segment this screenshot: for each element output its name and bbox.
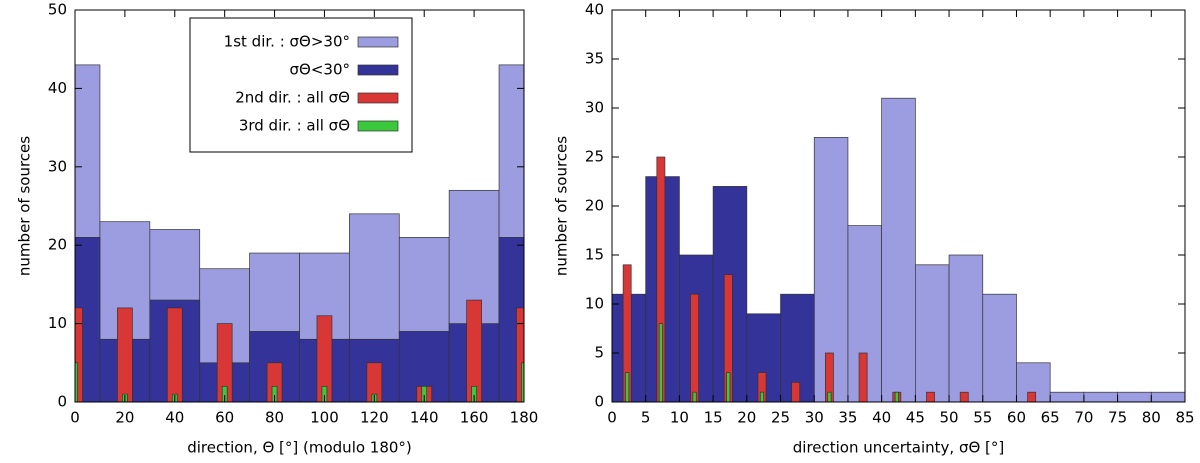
x-tick-label: 60 <box>1007 409 1026 427</box>
y-tick-label: 0 <box>57 393 67 411</box>
x-tick-label: 160 <box>460 409 489 427</box>
y-axis-label: number of sources <box>553 136 571 276</box>
legend-swatch <box>357 120 399 132</box>
bar <box>791 382 801 402</box>
y-tick-label: 5 <box>594 344 604 362</box>
bar <box>757 372 767 402</box>
x-tick-label: 20 <box>115 409 134 427</box>
bar <box>690 293 699 402</box>
x-tick-label: 30 <box>805 409 824 427</box>
plot-frame <box>74 9 525 403</box>
histogram-bar <box>881 97 916 402</box>
legend-label: σΘ<30° <box>290 61 350 79</box>
y-tick-label: 20 <box>585 197 604 215</box>
plot-area <box>612 97 1185 402</box>
bar <box>625 372 630 402</box>
x-tick-label: 0 <box>70 409 80 427</box>
plot-area <box>75 64 524 402</box>
bar <box>75 362 78 402</box>
legend: 1st dir. : σΘ>30° σΘ<30° 2nd dir. : all σΘ… <box>189 17 413 153</box>
x-tick-label: 85 <box>1175 409 1194 427</box>
x-tick-label: 180 <box>510 409 539 427</box>
x-tick-label: 55 <box>973 409 992 427</box>
y-tick-label: 35 <box>585 50 604 68</box>
x-tick-label: 50 <box>940 409 959 427</box>
legend-label: 3rd dir. : all σΘ <box>239 117 350 135</box>
histogram-bar <box>1150 391 1185 402</box>
x-tick-label: 20 <box>737 409 756 427</box>
y-tick-label: 0 <box>594 393 604 411</box>
x-tick-label: 60 <box>215 409 234 427</box>
x-tick-label: 80 <box>1142 409 1161 427</box>
bar <box>271 385 278 402</box>
x-tick-label: 80 <box>265 409 284 427</box>
bar <box>321 385 328 402</box>
histogram-bar <box>915 264 950 402</box>
histogram-bar <box>948 254 984 402</box>
histogram-bar <box>1049 391 1085 402</box>
histogram-bar <box>398 331 450 402</box>
y-tick-label: 15 <box>585 246 604 264</box>
bar <box>926 391 935 402</box>
legend-swatch <box>357 92 399 104</box>
x-tick-label: 40 <box>872 409 891 427</box>
x-tick-label: 100 <box>310 409 339 427</box>
y-tick-label: 30 <box>585 99 604 117</box>
x-tick-label: 45 <box>906 409 925 427</box>
y-tick-label: 30 <box>48 157 67 175</box>
histogram-bar <box>1083 391 1118 402</box>
x-tick-label: 0 <box>607 409 617 427</box>
bar <box>421 385 428 402</box>
bar <box>166 307 183 402</box>
bar <box>894 391 899 402</box>
x-tick-label: 70 <box>1074 409 1093 427</box>
bar <box>959 391 969 402</box>
bar <box>1027 391 1037 402</box>
y-tick-label: 10 <box>585 295 604 313</box>
y-tick-label: 40 <box>48 79 67 97</box>
bar <box>658 323 663 402</box>
bar <box>216 323 233 402</box>
bar <box>221 385 228 402</box>
bar <box>316 315 333 402</box>
legend-label: 2nd dir. : all σΘ <box>235 89 350 107</box>
x-axis-label: direction, Θ [°] (modulo 180°) <box>187 439 412 457</box>
y-axis-label: number of sources <box>16 136 34 276</box>
bar <box>471 385 477 402</box>
x-tick-label: 5 <box>641 409 651 427</box>
x-tick-label: 65 <box>1041 409 1060 427</box>
x-axis-label: direction uncertainty, σΘ [°] <box>793 439 1005 457</box>
x-tick-label: 15 <box>704 409 723 427</box>
histogram-bar <box>982 293 1017 402</box>
y-tick-label: 40 <box>585 1 604 19</box>
legend-swatch <box>357 36 399 48</box>
x-tick-label: 40 <box>165 409 184 427</box>
bar <box>656 156 666 402</box>
x-tick-label: 25 <box>771 409 790 427</box>
x-tick-label: 10 <box>670 409 689 427</box>
legend-label: 1st dir. : σΘ>30° <box>224 33 350 51</box>
bar <box>723 274 733 402</box>
x-tick-label: 35 <box>838 409 857 427</box>
x-tick-label: 75 <box>1108 409 1127 427</box>
y-tick-label: 10 <box>48 314 67 332</box>
y-tick-label: 50 <box>48 1 67 19</box>
histogram-bar <box>847 225 882 402</box>
bar <box>726 372 731 402</box>
bar <box>692 391 697 402</box>
legend-swatch <box>357 64 399 76</box>
y-tick-label: 20 <box>48 236 67 254</box>
bar <box>759 391 765 402</box>
histogram-bar <box>1117 391 1152 402</box>
y-tick-label: 25 <box>585 148 604 166</box>
bar <box>827 391 832 402</box>
bar <box>858 352 868 402</box>
bar <box>117 307 133 402</box>
bar <box>825 352 834 402</box>
x-tick-label: 140 <box>410 409 439 427</box>
x-tick-label: 120 <box>360 409 389 427</box>
